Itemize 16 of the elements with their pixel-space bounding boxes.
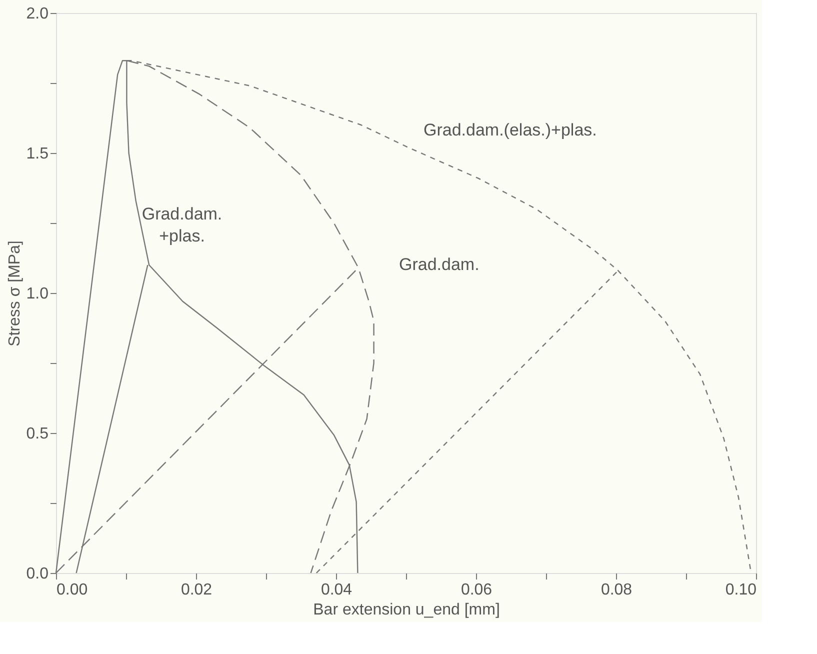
x-tick-label: 0.06	[460, 582, 492, 598]
y-axis-title: Stress σ [MPa]	[6, 240, 24, 346]
x-axis-title: Bar extension u_end [mm]	[313, 602, 500, 618]
annotation: Grad.dam. +plas.	[142, 204, 222, 246]
y-tick-label: 1.0	[26, 286, 49, 302]
x-tick-label: 0.00	[56, 582, 88, 598]
annotation: Grad.dam.(elas.)+plas.	[424, 120, 597, 140]
y-tick-label: 0.5	[26, 426, 49, 442]
x-tick-label: 0.10	[725, 582, 757, 598]
x-tick-label: 0.04	[320, 582, 352, 598]
x-tick-label: 0.02	[180, 582, 212, 598]
annotation: Grad.dam.	[399, 255, 480, 274]
y-tick-label: 2.0	[26, 6, 49, 22]
y-tick-label: 0.0	[26, 566, 49, 582]
y-tick-label: 1.5	[26, 146, 49, 162]
x-tick-label: 0.08	[600, 582, 632, 598]
